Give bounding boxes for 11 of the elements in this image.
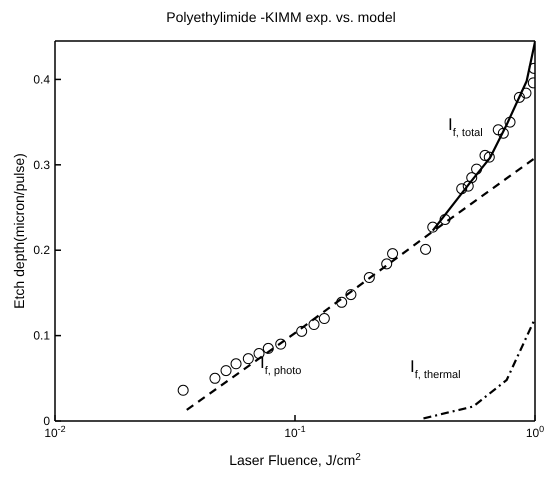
y-tick-label: 0.4 — [33, 72, 50, 86]
x-tick-label: 10$^{0}$ — [526, 424, 544, 440]
y-axis-title: Etch depth(micron/pulse) — [11, 153, 27, 309]
y-tick-label: 0.3 — [33, 158, 50, 172]
x-tick-label: 10$^{-1}$ — [284, 424, 306, 440]
series-label: I$_{f, total}$ — [448, 115, 483, 139]
y-tick-label: 0.1 — [33, 328, 50, 343]
series-label: I$_{f, thermal}$ — [410, 357, 461, 381]
x-axis-title: Laser Fluence, J/cm$^{2}$ — [229, 452, 362, 468]
y-tick-label: 0.2 — [33, 243, 50, 258]
chart-title: Polyethylimide -KIMM exp. vs. model — [165, 8, 397, 26]
